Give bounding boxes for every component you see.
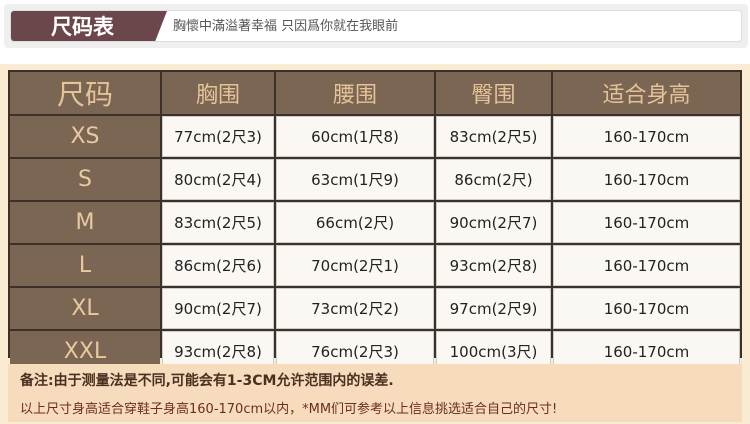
table-cell: 160-170cm [553,202,740,243]
table-cell: 160-170cm [553,116,740,157]
column-header: 腰围 [276,72,434,114]
size-table: 尺码 胸围 腰围 臀围 适合身高 XS 77cm(2尺3) 60cm(1尺8) 83cm(2尺5… [8,70,742,372]
column-header: 适合身高 [553,72,740,114]
table-cell: 93cm(2尺8) [436,245,551,286]
table-cell: 83cm(2尺5) [162,202,274,243]
slogan: 胸懷中滿溢著幸福 只因爲你就在我眼前 [173,19,399,34]
size-label: S [10,159,160,200]
notes: 备注:由于测量法是不同,可能会有1-3CM允许范围内的误差. 以上尺寸身高适合穿… [8,364,742,422]
table-cell: 66cm(2尺) [276,202,434,243]
column-header: 尺码 [10,72,160,114]
table-cell: 73cm(2尺2) [276,288,434,329]
size-label: L [10,245,160,286]
size-label: XL [10,288,160,329]
size-chart-panel: 尺码 胸围 腰围 臀围 适合身高 XS 77cm(2尺3) 60cm(1尺8) 83cm(2尺5… [0,64,750,424]
size-label: M [10,202,160,243]
table-cell: 70cm(2尺1) [276,245,434,286]
table-cell: 97cm(2尺9) [436,288,551,329]
size-label: XS [10,116,160,157]
column-header: 胸围 [162,72,274,114]
table-cell: 160-170cm [553,159,740,200]
table-cell: 63cm(1尺9) [276,159,434,200]
table-cell: 80cm(2尺4) [162,159,274,200]
table-cell: 86cm(2尺6) [162,245,274,286]
table-cell: 86cm(2尺) [436,159,551,200]
note-line-2: 以上尺寸身高适合穿鞋子身高160-170cm以内，*MM们可参考以上信息挑选适合… [20,402,558,417]
section-title: 尺码表 [11,11,167,41]
table-cell: 90cm(2尺7) [436,202,551,243]
column-header: 臀围 [436,72,551,114]
table-cell: 77cm(2尺3) [162,116,274,157]
table-cell: 60cm(1尺8) [276,116,434,157]
table-cell: 160-170cm [553,288,740,329]
table-cell: 83cm(2尺5) [436,116,551,157]
title-bar: 尺码表 胸懷中滿溢著幸福 只因爲你就在我眼前 [4,4,748,48]
table-cell: 90cm(2尺7) [162,288,274,329]
note-line-1: 备注:由于测量法是不同,可能会有1-3CM允许范围内的误差. [20,373,394,389]
table-cell: 160-170cm [553,245,740,286]
